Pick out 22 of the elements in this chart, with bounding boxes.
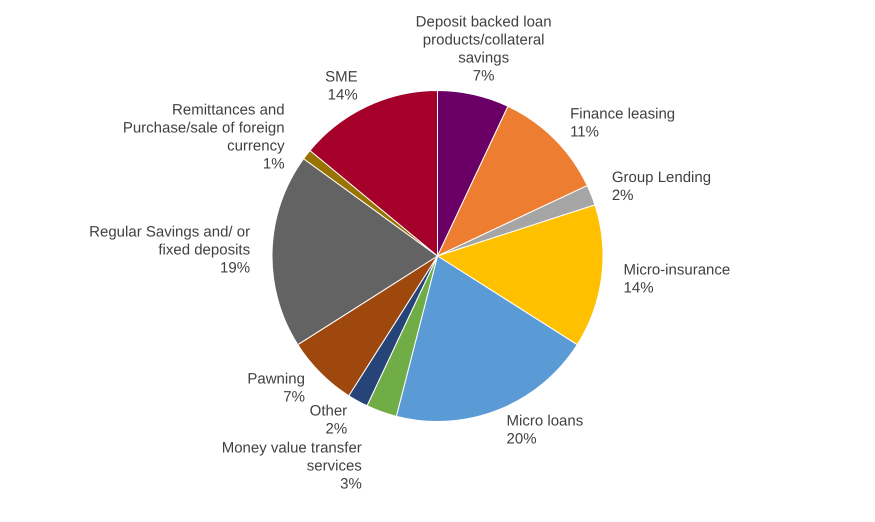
slice-label: Finance leasing	[570, 106, 676, 123]
slice-label: SME	[325, 68, 358, 86]
data-label: 14%	[328, 86, 358, 104]
slice-label: Money value transfer services	[222, 439, 362, 474]
data-label: 7%	[472, 68, 494, 85]
slice-label: Pawning	[247, 370, 305, 388]
data-label: 7%	[283, 388, 305, 406]
slice-label: Micro loans	[506, 412, 584, 430]
slice-label: Regular Savings and/ or fixed deposits	[89, 223, 250, 258]
data-label: 20%	[506, 430, 537, 448]
slice-label: Micro-insurance	[624, 262, 730, 279]
data-label: 19%	[220, 259, 250, 276]
slice-label: Deposit backed loan products/collateral savings	[416, 14, 552, 67]
slice-label: Remittances and Purchase/sale of foreign currency	[122, 102, 286, 155]
data-label: 3%	[340, 475, 362, 492]
data-label: 11%	[570, 124, 600, 141]
slice-label: Group Lending	[612, 169, 712, 186]
data-label: 2%	[612, 187, 634, 204]
data-label: 1%	[262, 156, 285, 173]
slice-label: Other	[310, 402, 348, 420]
data-label: 14%	[624, 280, 654, 297]
data-label: 2%	[325, 420, 348, 438]
